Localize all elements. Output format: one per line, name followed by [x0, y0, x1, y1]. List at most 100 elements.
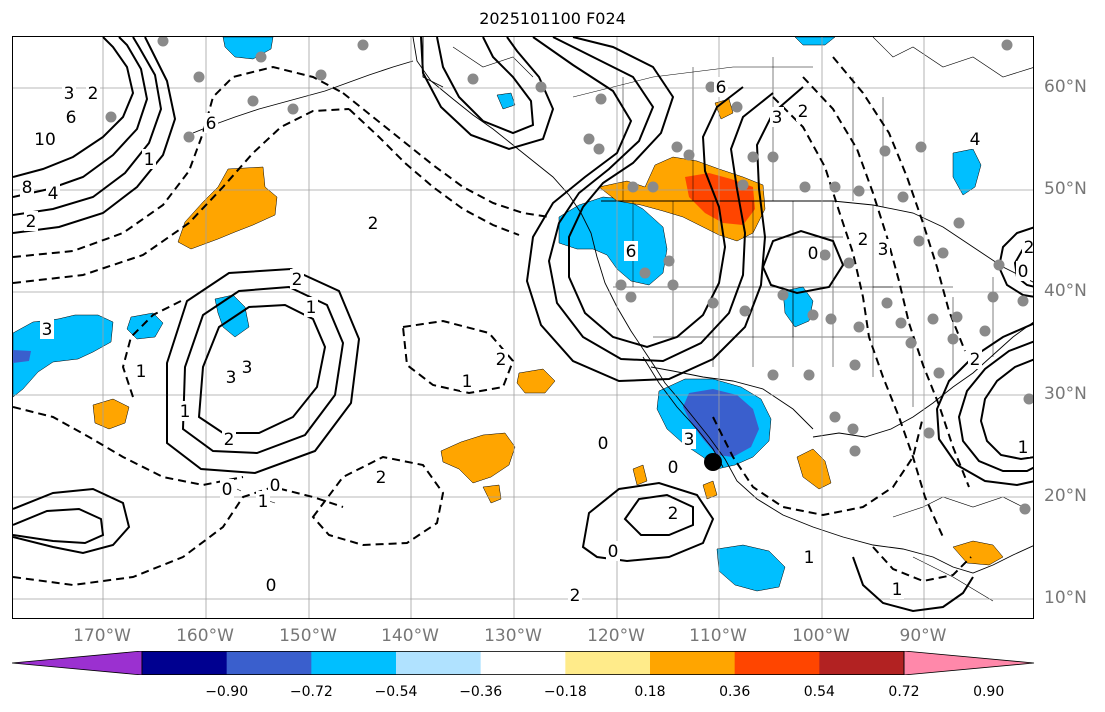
- station-marker: [1001, 39, 1013, 51]
- contour-label: 8: [22, 178, 33, 198]
- station-marker: [915, 141, 927, 153]
- fill-negative-region: [496, 92, 516, 110]
- fill-negative-region: [214, 294, 250, 338]
- contour-dashed: [342, 92, 550, 218]
- colorbar-segment: [396, 651, 482, 675]
- station-marker: [535, 81, 547, 93]
- contour-label: 2: [368, 214, 379, 234]
- colorbar-tick-label: 0.72: [888, 684, 920, 700]
- fill-negative-region: [716, 544, 786, 592]
- contour-solid-closed: [623, 493, 694, 536]
- station-marker: [1017, 295, 1029, 307]
- contour-label-bg: [666, 457, 680, 477]
- colorbar-tick-label: −0.90: [205, 684, 249, 700]
- contour-label: 1: [892, 580, 903, 600]
- station-marker: [671, 141, 683, 153]
- contour-label: 2: [88, 84, 99, 104]
- contour-label: 10: [34, 130, 56, 150]
- latitude-label: 40°N: [1044, 281, 1087, 301]
- colorbar-tick-label: 0.36: [719, 684, 751, 700]
- contour-label: 2: [376, 468, 387, 488]
- contour-label: 3: [42, 320, 53, 340]
- station-marker: [247, 95, 259, 107]
- contour-label-bg: [256, 491, 270, 511]
- station-marker: [707, 297, 719, 309]
- station-marker: [639, 267, 651, 279]
- contour-solid: [420, 37, 555, 151]
- contour-solid: [979, 358, 1033, 461]
- contour-label: 0: [608, 542, 619, 562]
- fill-positive-region: [440, 432, 516, 484]
- contour-label-bg: [806, 243, 820, 263]
- contour-label-bg: [304, 297, 318, 317]
- station-marker: [767, 151, 779, 163]
- contour-solid-closed: [761, 229, 845, 295]
- station-marker: [739, 305, 751, 317]
- colorbar-segment: [480, 651, 566, 675]
- contour-solid: [568, 37, 744, 349]
- station-marker: [895, 317, 907, 329]
- contour-solid: [547, 37, 774, 363]
- contour-label: 2: [858, 230, 869, 250]
- contour-label-bg: [666, 503, 680, 523]
- contour-label-bg: [290, 269, 304, 289]
- contour-label: 0: [1018, 262, 1029, 282]
- station-marker: [593, 143, 605, 155]
- contour-label-bg: [796, 101, 810, 121]
- contour-label: 3: [64, 84, 75, 104]
- station-marker: [803, 369, 815, 381]
- contour-dashed: [13, 485, 344, 587]
- contour-label: 1: [1018, 438, 1029, 458]
- center-marker: [704, 453, 722, 471]
- fill-positive-region: [516, 368, 556, 394]
- station-marker: [847, 423, 859, 435]
- contour-label-bg: [374, 467, 388, 487]
- contour-label-bg: [596, 433, 610, 453]
- contour-label-bg: [142, 149, 156, 169]
- station-marker: [853, 185, 865, 197]
- station-marker: [829, 181, 841, 193]
- station-marker: [777, 289, 789, 301]
- station-marker: [583, 133, 595, 145]
- contour-label: 1: [136, 362, 147, 382]
- colorbar-tick-label: −0.36: [459, 684, 503, 700]
- contour-label-bg: [24, 211, 38, 231]
- contour-label-bg: [890, 579, 904, 599]
- station-marker: [879, 145, 891, 157]
- station-marker: [825, 313, 837, 325]
- fill-positive-region: [632, 464, 648, 486]
- longitude-label: 110°W: [689, 626, 747, 646]
- contour-label: 0: [668, 458, 679, 478]
- contour-label: 6: [626, 242, 637, 262]
- contour-solid: [525, 37, 804, 383]
- contour-label: 4: [970, 130, 981, 150]
- station-marker: [799, 181, 811, 193]
- contour-dashed: [311, 455, 445, 547]
- contour-label-bg: [494, 349, 508, 369]
- station-marker: [315, 69, 327, 81]
- latitude-label: 50°N: [1044, 179, 1087, 199]
- longitude-label: 90°W: [899, 626, 947, 646]
- contour-label-bg: [1016, 437, 1030, 457]
- contour-label: 1: [144, 150, 155, 170]
- station-marker: [927, 313, 939, 325]
- contour-label: 3: [226, 368, 237, 388]
- longitude-label: 100°W: [792, 626, 850, 646]
- station-marker: [595, 93, 607, 105]
- latitude-label: 10°N: [1044, 588, 1087, 608]
- colorbar-extend-low: [12, 651, 143, 675]
- graticule: [13, 37, 1033, 618]
- station-marker: [947, 333, 959, 345]
- colorbar-segment: [565, 651, 651, 675]
- station-marker: [979, 325, 991, 337]
- contour-label: 3: [878, 240, 889, 260]
- station-marker: [953, 217, 965, 229]
- colorbar-segment: [734, 651, 820, 675]
- contour-label-bg: [682, 429, 696, 449]
- contour-dashed: [13, 65, 344, 258]
- station-marker: [627, 181, 639, 193]
- contour-label-bg: [204, 113, 218, 133]
- contour-label-bg: [38, 129, 52, 149]
- station-marker: [881, 297, 893, 309]
- contour-solid: [13, 487, 131, 555]
